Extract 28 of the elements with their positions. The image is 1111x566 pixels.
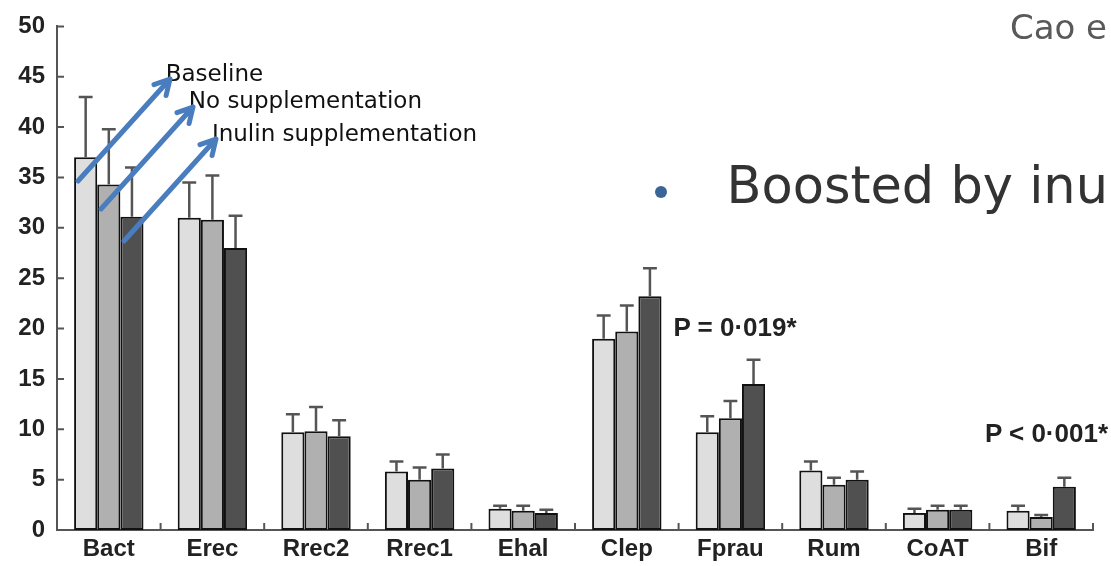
y-tick-label: 10: [18, 413, 45, 441]
x-tick-label: Erec: [186, 534, 239, 562]
x-tick-label: Rum: [807, 534, 861, 562]
y-tick-label: 30: [18, 212, 45, 240]
x-tick-label: Ehal: [497, 534, 549, 562]
y-tick-label: 45: [18, 61, 45, 89]
text: Inulin supplementation: [211, 119, 478, 146]
y-tick-label: 0: [31, 514, 45, 542]
x-tick-label: Bact: [82, 534, 135, 562]
annotation: Boosted by inu: [726, 156, 1108, 216]
x-tick-label: Fprau: [697, 534, 764, 562]
text: No supplementation: [188, 87, 422, 114]
annotation: Cao e: [1009, 6, 1107, 47]
x-tick-label: Rrec1: [386, 534, 453, 562]
y-tick-label: 20: [18, 313, 45, 341]
x-tick-label: Bif: [1025, 534, 1059, 562]
y-tick-label: 15: [18, 363, 45, 391]
x-tick-label: Clep: [600, 534, 653, 562]
annotation: P = 0·019*: [673, 311, 798, 342]
y-tick-label: 25: [18, 262, 45, 290]
y-tick-label: 35: [18, 162, 45, 190]
y-tick-label: 50: [18, 11, 45, 39]
x-tick-label: CoAT: [906, 534, 970, 562]
y-tick-label: 5: [31, 464, 45, 492]
y-tick-label: 40: [18, 111, 45, 139]
x-tick-label: Rrec2: [282, 534, 350, 562]
annotation: P < 0·001*: [984, 418, 1109, 449]
text: Baseline: [165, 60, 264, 87]
